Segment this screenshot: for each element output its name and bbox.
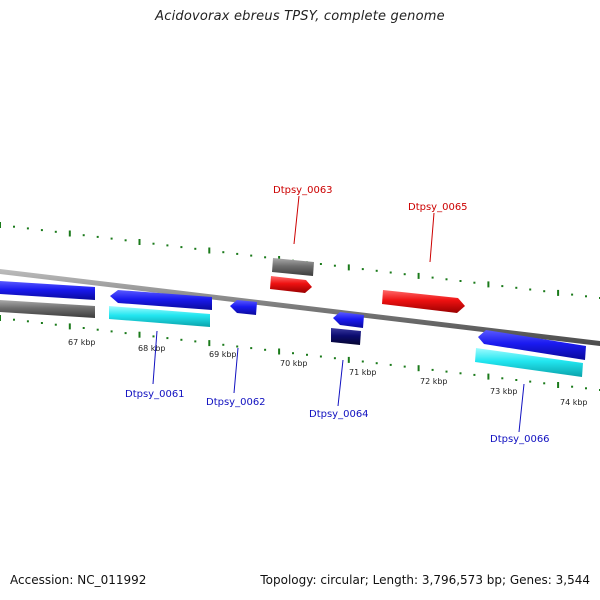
kbp-label: 68 kbp [138, 344, 166, 353]
gene-label-dtpsy-0063[interactable]: Dtpsy_0063 [273, 185, 333, 196]
gene-label-dtpsy-0065[interactable]: Dtpsy_0065 [408, 202, 468, 213]
genome-summary-text: Topology: circular; Length: 3,796,573 bp… [260, 573, 590, 587]
leader-line-dtpsy-0064 [337, 359, 344, 407]
gene-dtpsy-0061-cyan[interactable] [109, 306, 210, 327]
gene-label-dtpsy-0061[interactable]: Dtpsy_0061 [125, 389, 185, 400]
gene-label-leaders [152, 195, 525, 433]
gene-dtpsy-0063-gray[interactable] [272, 258, 314, 276]
kbp-label: 69 kbp [209, 350, 237, 359]
leader-line-dtpsy-0066 [518, 383, 525, 433]
genome-backbone [0, 269, 600, 346]
gene-features [0, 258, 586, 377]
kbp-label: 71 kbp [349, 368, 377, 377]
gene-dtpsy-0065-arrow[interactable] [382, 290, 465, 313]
leader-line-dtpsy-0065 [429, 212, 435, 263]
gene-arrow-forward[interactable] [0, 281, 95, 300]
gene-dtpsy-0061-arrow[interactable] [110, 290, 212, 310]
gene-arrow-gray[interactable] [0, 300, 95, 318]
gene-labels: Dtpsy_0061 Dtpsy_0062 Dtpsy_0063 Dtpsy_0… [125, 185, 550, 445]
leader-line-dtpsy-0062 [233, 347, 239, 394]
leader-line-dtpsy-0063 [293, 195, 300, 245]
gene-dtpsy-0063-arrow[interactable] [270, 276, 312, 293]
gene-dtpsy-0064-arrow[interactable] [333, 312, 364, 328]
kbp-label: 70 kbp [280, 359, 308, 368]
kbp-axis-labels: 67 kbp 68 kbp 69 kbp 70 kbp 71 kbp 72 kb… [68, 338, 588, 407]
kbp-label: 73 kbp [490, 387, 518, 396]
leader-line-dtpsy-0061 [152, 330, 158, 385]
kbp-label: 67 kbp [68, 338, 96, 347]
gene-dtpsy-0066-cyan[interactable] [475, 348, 583, 377]
map-title: Acidovorax ebreus TPSY, complete genome [155, 9, 445, 24]
gene-dtpsy-0062-arrow[interactable] [230, 300, 257, 315]
gene-label-dtpsy-0064[interactable]: Dtpsy_0064 [309, 409, 369, 420]
gene-label-dtpsy-0066[interactable]: Dtpsy_0066 [490, 434, 550, 445]
gene-label-dtpsy-0062[interactable]: Dtpsy_0062 [206, 397, 266, 408]
accession-text: Accession: NC_011992 [10, 573, 147, 587]
gene-dtpsy-0064-navy[interactable] [331, 328, 361, 345]
kbp-label: 72 kbp [420, 377, 448, 386]
kbp-label: 74 kbp [560, 398, 588, 407]
gene-dtpsy-0066-arrow[interactable] [478, 330, 586, 360]
